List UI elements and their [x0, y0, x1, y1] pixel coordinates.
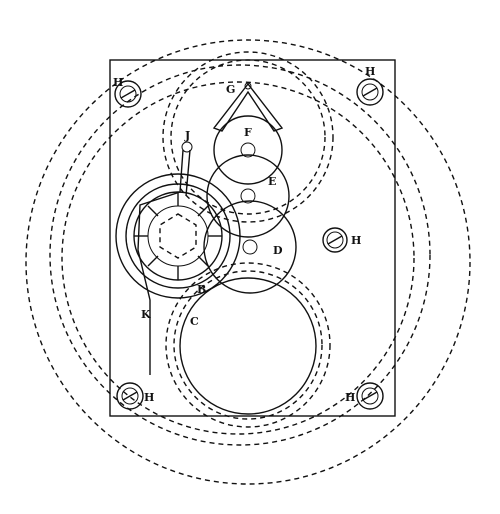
pivot-j: [181, 141, 193, 153]
lower-dashed-wheel-outer: [165, 262, 331, 428]
pallet-pivot: [244, 82, 252, 90]
lever-arm-j: [185, 149, 191, 197]
wheel-e: [206, 154, 290, 238]
balance-spoke-upper-right: [197, 205, 209, 217]
lever-arm-k: [137, 149, 184, 375]
label-b: B: [197, 283, 206, 296]
base-plate: [109, 59, 396, 417]
label-h-top-right: H: [365, 65, 375, 78]
balance-inner-hex: [159, 213, 197, 259]
label-d: D: [273, 244, 283, 257]
label-e: E: [268, 175, 276, 188]
screw-mid-right-slot: [327, 235, 343, 245]
balance-spoke-lower-left: [147, 255, 159, 267]
label-h-mid-right: H: [351, 234, 361, 247]
wheel-e-arbor: [240, 188, 256, 204]
label-j: J: [184, 129, 190, 142]
label-h-top-left: H: [113, 76, 123, 89]
screw-bottom-left: [116, 382, 144, 410]
balance-spoke-upper-left: [147, 205, 159, 217]
screw-top-right: [356, 78, 384, 106]
balance-wheel-outer-rim: [115, 173, 241, 299]
label-h-bottom-right: H: [345, 391, 355, 404]
third-dashed-circle: [61, 81, 415, 435]
balance-wheel-rim: [125, 183, 231, 289]
label-f: F: [244, 126, 252, 139]
upper-dashed-wheel-outer: [162, 51, 334, 223]
wheel-d-arbor: [242, 239, 258, 255]
wheel-c: [179, 277, 317, 415]
screw-top-left: [114, 80, 142, 108]
lower-dashed-wheel-inner: [173, 270, 323, 420]
wheel-f: [213, 115, 283, 185]
label-h-bottom-left: H: [144, 391, 154, 404]
label-k: K: [141, 308, 151, 321]
screw-mid-right-head: [326, 231, 344, 249]
second-dashed-circle: [49, 64, 431, 446]
label-c: C: [190, 315, 199, 328]
outer-dashed-circle: [25, 39, 471, 485]
screw-bottom-right: [356, 382, 384, 410]
wheel-d: [203, 200, 297, 294]
label-g: G: [226, 83, 235, 96]
pallet-fork-g: [212, 82, 284, 132]
balance-spoke-lower-right: [197, 255, 209, 267]
upper-dashed-wheel-inner: [170, 59, 326, 215]
wheel-f-arbor: [240, 142, 256, 158]
screw-mid-right: [322, 227, 348, 253]
